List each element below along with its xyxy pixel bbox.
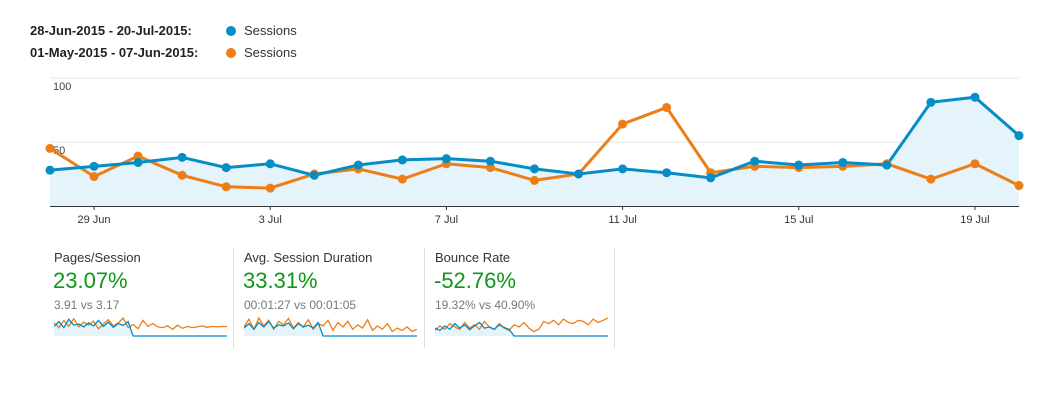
point-current-13: [618, 164, 628, 174]
legend-previous-dot-icon: [226, 48, 236, 58]
point-previous-4: [221, 182, 231, 192]
point-current-7: [353, 160, 363, 170]
point-current-18: [838, 157, 848, 167]
sparkline-area: [54, 319, 227, 336]
point-previous-0: [45, 143, 55, 153]
sparkline-current: [54, 318, 227, 337]
point-current-15: [706, 173, 716, 183]
legend-current-label: Sessions: [244, 23, 297, 38]
point-previous-1: [89, 172, 99, 182]
legend-previous-label: Sessions: [244, 45, 297, 60]
metric-sparkline: [54, 316, 228, 337]
metric-card-avg-session-duration[interactable]: Avg. Session Duration 33.31% 00:01:27 vs…: [240, 248, 420, 348]
metric-value: -52.76%: [434, 268, 516, 293]
point-current-3: [177, 152, 187, 162]
point-current-20: [926, 97, 936, 107]
point-previous-10: [485, 163, 495, 173]
x-tick-label: 15 Jul: [784, 214, 813, 226]
point-current-2: [133, 157, 143, 167]
metric-card-pages-session[interactable]: Pages/Session 23.07% 3.91 vs 3.17: [50, 248, 230, 348]
x-tick-label: 19 Jul: [960, 214, 989, 226]
metric-sparkline: [435, 317, 609, 337]
point-previous-14: [662, 102, 672, 112]
legend-current-dot-icon: [226, 26, 236, 36]
point-previous-8: [397, 174, 407, 184]
point-current-6: [309, 170, 319, 180]
point-previous-22: [1014, 181, 1024, 191]
point-previous-13: [618, 119, 628, 129]
point-current-21: [970, 92, 980, 102]
metric-card-bounce-rate[interactable]: Bounce Rate -52.76% 19.32% vs 40.90%: [431, 248, 611, 348]
point-current-14: [662, 168, 672, 178]
x-tick-label: 29 Jun: [78, 214, 111, 226]
point-current-9: [441, 154, 451, 164]
point-current-5: [265, 159, 275, 169]
point-current-11: [530, 164, 539, 174]
metric-title: Avg. Session Duration: [244, 250, 373, 265]
point-current-16: [750, 156, 760, 166]
sparkline-previous: [54, 316, 228, 331]
metric-value: 33.31%: [243, 268, 318, 293]
metric-title: Bounce Rate: [435, 250, 511, 265]
point-previous-2: [133, 151, 143, 161]
sparkline-current: [435, 321, 608, 337]
y-tick-label: 100: [53, 81, 71, 93]
point-current-17: [794, 160, 804, 170]
point-current-8: [397, 155, 407, 165]
x-tick-label: 11 Jul: [608, 214, 637, 226]
metric-value: 23.07%: [53, 268, 128, 293]
metric-compare: 19.32% vs 40.90%: [435, 298, 536, 312]
metric-divider: [233, 248, 234, 348]
x-tick-label: 7 Jul: [435, 214, 458, 226]
metric-divider: [424, 248, 425, 348]
sparkline-previous: [435, 317, 609, 333]
point-current-12: [574, 169, 584, 179]
sparkline-area: [435, 322, 608, 336]
metric-compare: 00:01:27 vs 00:01:05: [244, 298, 357, 312]
point-current-4: [221, 163, 231, 173]
point-current-19: [882, 160, 892, 170]
point-current-0: [45, 165, 55, 175]
x-tick-label: 3 Jul: [259, 214, 282, 226]
metric-title: Pages/Session: [54, 250, 141, 265]
point-current-10: [485, 156, 495, 166]
metric-divider: [614, 248, 615, 348]
point-current-1: [89, 161, 99, 171]
legend-current-range: 28-Jun-2015 - 20-Jul-2015:: [30, 23, 192, 38]
metric-sparkline: [244, 316, 418, 337]
area-current-fill: [50, 97, 1019, 206]
point-previous-20: [926, 174, 936, 184]
sparkline-area: [244, 321, 417, 336]
metric-compare: 3.91 vs 3.17: [54, 298, 120, 312]
point-previous-5: [265, 183, 275, 193]
point-previous-21: [970, 159, 980, 169]
legend-previous-range: 01-May-2015 - 07-Jun-2015:: [30, 45, 199, 60]
point-previous-3: [177, 170, 187, 180]
point-previous-11: [530, 175, 539, 185]
point-current-22: [1014, 131, 1024, 141]
sparkline-current: [244, 320, 417, 337]
